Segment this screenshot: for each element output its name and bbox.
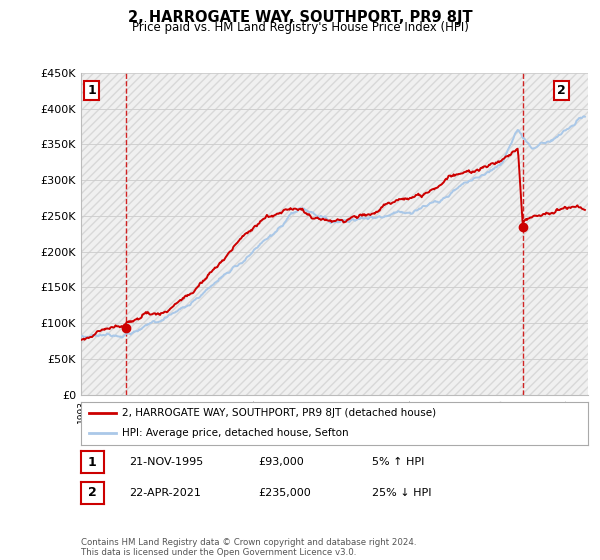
Text: 2: 2 bbox=[557, 84, 566, 97]
Text: 25% ↓ HPI: 25% ↓ HPI bbox=[372, 488, 431, 498]
Text: 21-NOV-1995: 21-NOV-1995 bbox=[129, 457, 203, 467]
Text: 5% ↑ HPI: 5% ↑ HPI bbox=[372, 457, 424, 467]
Text: £93,000: £93,000 bbox=[258, 457, 304, 467]
Text: 1: 1 bbox=[87, 84, 96, 97]
Text: HPI: Average price, detached house, Sefton: HPI: Average price, detached house, Seft… bbox=[122, 428, 348, 438]
Text: 1: 1 bbox=[88, 455, 97, 469]
Text: 22-APR-2021: 22-APR-2021 bbox=[129, 488, 201, 498]
Text: 2, HARROGATE WAY, SOUTHPORT, PR9 8JT (detached house): 2, HARROGATE WAY, SOUTHPORT, PR9 8JT (de… bbox=[122, 408, 436, 418]
Text: Price paid vs. HM Land Registry's House Price Index (HPI): Price paid vs. HM Land Registry's House … bbox=[131, 21, 469, 34]
Text: Contains HM Land Registry data © Crown copyright and database right 2024.
This d: Contains HM Land Registry data © Crown c… bbox=[81, 538, 416, 557]
Text: 2, HARROGATE WAY, SOUTHPORT, PR9 8JT: 2, HARROGATE WAY, SOUTHPORT, PR9 8JT bbox=[128, 10, 472, 25]
Text: 2: 2 bbox=[88, 486, 97, 500]
Text: £235,000: £235,000 bbox=[258, 488, 311, 498]
